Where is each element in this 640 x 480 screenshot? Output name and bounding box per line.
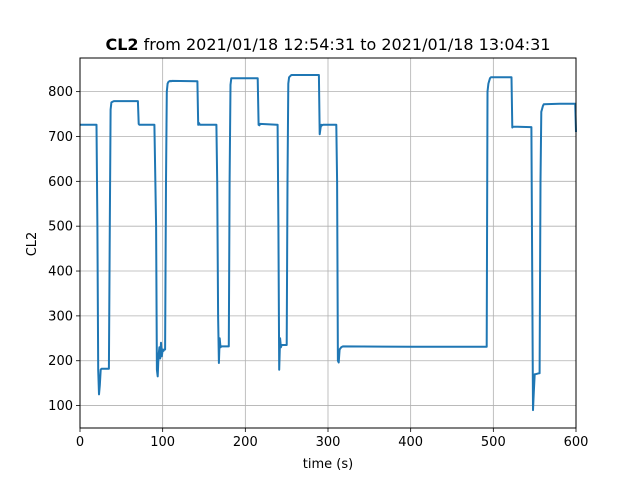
x-axis-label: time (s): [303, 457, 353, 472]
x-tick-label: 300: [316, 435, 341, 450]
y-tick-label: 700: [48, 130, 73, 145]
y-tick-label: 400: [48, 265, 73, 280]
x-tick-label: 0: [76, 435, 84, 450]
y-tick-label: 100: [48, 399, 73, 414]
x-tick-label: 600: [564, 435, 589, 450]
series-line: [80, 74, 577, 412]
x-tick-label: 400: [398, 435, 423, 450]
y-tick-label: 300: [48, 309, 73, 324]
y-axis: 100 200 300 400 500 600 700 800: [48, 85, 80, 414]
grid-lines: [79, 58, 577, 428]
y-tick-label: 200: [48, 354, 73, 369]
plot-area: [80, 74, 577, 412]
x-tick-label: 500: [481, 435, 506, 450]
x-tick-label: 100: [150, 435, 175, 450]
y-tick-label: 600: [48, 175, 73, 190]
x-tick-label: 200: [233, 435, 258, 450]
chart-title: CL2 from 2021/01/18 12:54:31 to 2021/01/…: [105, 35, 550, 54]
x-axis: 0 100 200 300 400 500 600: [76, 428, 589, 450]
chart-title-bold: CL2: [105, 35, 138, 54]
y-axis-label: CL2: [25, 232, 40, 257]
y-tick-label: 800: [48, 85, 73, 100]
chart-title-rest: from 2021/01/18 12:54:31 to 2021/01/18 1…: [139, 35, 551, 54]
y-tick-label: 500: [48, 220, 73, 235]
